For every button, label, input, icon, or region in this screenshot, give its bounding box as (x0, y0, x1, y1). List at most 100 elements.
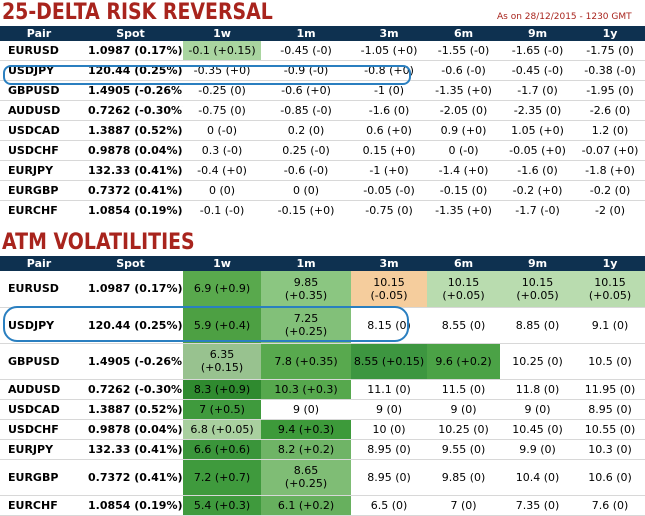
risk-reversal-value-cell: -1 (+0) (351, 160, 427, 181)
atm-vol-col-header: 1y (575, 256, 645, 271)
risk-reversal-value-cell: -2 (0) (594, 204, 626, 217)
atm-vol-row: EURGBP 0.7372 (0.41%) 7.2 (+0.7) 8.65 (+0.25… (0, 459, 645, 496)
risk-reversal-value-cell: -0.45 (-0) (500, 60, 575, 81)
atm-vol-col-header: 6m (427, 256, 500, 271)
risk-reversal-value-cell: -0.2 (0) (575, 180, 645, 201)
risk-reversal-row: EURGBP 0.7372 (0.41%) 0 (0) 0 (0) -0.05 (-0)… (0, 180, 645, 201)
atm-vol-value-cell: 10.15 (+0.05) (575, 271, 645, 308)
atm-vol-col-header: 9m (500, 256, 575, 271)
atm-vol-value-cell: 5.9 (+0.4) (183, 307, 261, 344)
risk-reversal-value-cell: -0.75 (0) (365, 204, 413, 217)
spot-cell: 120.44 (0.25%) (78, 307, 183, 344)
atm-vol-value-line: 10.5 (0) (588, 354, 632, 368)
atm-vol-value-line: 11.1 (0) (367, 382, 411, 396)
risk-reversal-value-cell: -1.6 (0) (500, 160, 575, 181)
atm-vol-row: EURJPY 132.33 (0.41%) 6.6 (+0.6) 8.2 (+0.2)… (0, 439, 645, 460)
risk-reversal-value-cell: -0.9 (-0) (261, 60, 351, 81)
atm-vol-value-line: (+0.05) (588, 288, 632, 302)
atm-vol-value-cell: 11.95 (0) (575, 379, 645, 400)
atm-vol-value-line: 9.85 (0) (441, 470, 486, 484)
atm-vol-value-line: 9 (0) (292, 402, 320, 416)
atm-vol-value-line: 9.85 (293, 275, 319, 289)
risk-reversal-header-row: Pair Spot 1w 1m 3m 6m 9m 1y (0, 26, 645, 41)
spot-cell: 1.0854 (0.19%) (88, 204, 183, 217)
atm-vol-value-line: 10.15 (594, 275, 626, 289)
spot-cell: 0.7262 (-0.30%) (78, 379, 183, 400)
atm-vol-value-cell: 8.55 (0) (427, 307, 500, 344)
atm-vol-value-line: 6.9 (+0.9) (193, 282, 251, 296)
atm-vol-value-line: 10.25 (0) (512, 354, 563, 368)
risk-reversal-value-cell: -0.05 (+0) (500, 140, 575, 161)
atm-vol-value-cell: 8.95 (0) (351, 439, 427, 460)
atm-vol-value-line: 8.2 (+0.2) (277, 442, 335, 456)
risk-reversal-value-cell: -0.75 (0) (183, 100, 261, 121)
risk-reversal-value-cell: -2.05 (0) (427, 100, 500, 121)
risk-reversal-value-cell: 0.2 (0) (261, 120, 351, 141)
risk-reversal-row: EURUSD 1.0987 (0.17%) -0.1 (+0.15) -0.45 (-… (0, 41, 645, 61)
risk-reversal-value-cell: -0.6 (-0) (261, 160, 351, 181)
atm-vol-value-line: 7.8 (+0.35) (274, 354, 338, 368)
atm-vol-value-line: 8.95 (0) (367, 442, 411, 456)
atm-vol-value-cell: 7.25 (+0.25) (261, 307, 351, 344)
atm-vol-row: AUDUSD 0.7262 (-0.30%) 8.3 (+0.9) 10.3 (+0.… (0, 379, 645, 400)
risk-reversal-value-cell: -1.7 (0) (500, 80, 575, 101)
spot-cell: 0.9878 (0.04%) (78, 140, 183, 161)
atm-vol-value-line: (+0.25) (284, 477, 328, 490)
atm-vol-value-cell: 8.65 (+0.25) (261, 459, 351, 496)
atm-vol-value-cell: 10.5 (0) (575, 343, 645, 380)
risk-reversal-value-cell: 0 (0) (261, 180, 351, 201)
atm-vol-value-cell: 8.85 (0) (500, 307, 575, 344)
risk-reversal-col-header: 1y (575, 26, 645, 41)
atm-vol-value-line: 5.9 (+0.4) (193, 318, 251, 332)
risk-reversal-value-cell: 0.3 (-0) (183, 140, 261, 161)
atm-vol-value-cell: 7 (+0.5) (183, 399, 261, 420)
risk-reversal-col-header: 3m (351, 26, 427, 41)
atm-vol-value-line: 10.15 (447, 275, 480, 289)
risk-reversal-value-cell: -1.6 (0) (351, 100, 427, 121)
risk-reversal-table: Pair Spot 1w 1m 3m 6m 9m 1y EURUSD 1.0987 (0.17%… (0, 26, 645, 220)
atm-vol-value-cell: 5.4 (+0.3) (183, 495, 261, 516)
atm-vol-value-line: 5.4 (+0.3) (193, 498, 251, 512)
pair-cell: EURGBP (0, 180, 78, 201)
risk-reversal-col-header: Spot (78, 26, 183, 41)
atm-vol-value-cell: 7.6 (0) (575, 495, 645, 516)
risk-reversal-value-cell: 0 (-0) (427, 140, 500, 161)
risk-reversal-value-cell: -1.35 (+0) (427, 80, 500, 101)
risk-reversal-value-cell: 0.15 (+0) (351, 140, 427, 161)
atm-vol-value-line: (+0.25) (284, 325, 328, 338)
atm-vol-value-line: 8.85 (0) (515, 318, 560, 332)
risk-reversal-col-header: 9m (500, 26, 575, 41)
atm-vol-value-line: 11.8 (0) (515, 382, 560, 396)
atm-vol-value-cell: 10.55 (0) (575, 419, 645, 440)
risk-reversal-value-cell: -0.6 (+0) (261, 80, 351, 101)
atm-vol-value-cell: 9.85 (+0.35) (261, 271, 351, 308)
risk-reversal-value-cell: 0.6 (+0) (351, 120, 427, 141)
pair-cell: EURJPY (0, 439, 78, 460)
atm-vol-value-line: (+0.05) (442, 288, 485, 302)
risk-reversal-row: EURJPY 132.33 (0.41%) -0.4 (+0) -0.6 (-0) -1… (0, 160, 645, 181)
atm-vol-col-header: Pair (0, 256, 78, 271)
risk-reversal-col-header: 1m (261, 26, 351, 41)
atm-vol-value-cell: 8.15 (0) (351, 307, 427, 344)
spot-cell: 132.33 (0.41%) (78, 160, 183, 181)
atm-vol-value-cell: 9.55 (0) (427, 439, 500, 460)
atm-vol-value-cell: 10.6 (0) (575, 459, 645, 496)
risk-reversal-row: EURCHF 1.0854 (0.19%) -0.1 (-0) -0.15 (+0) -… (0, 201, 645, 221)
risk-reversal-value-cell: -1 (0) (351, 80, 427, 101)
risk-reversal-value-cell: -1.05 (+0) (351, 41, 427, 61)
spot-cell: 1.3887 (0.52%) (78, 120, 183, 141)
atm-vol-value-line: 6.35 (209, 348, 235, 361)
risk-reversal-value-cell: 0 (-0) (183, 120, 261, 141)
atm-vol-value-cell: 10.15 (+0.05) (500, 271, 575, 308)
atm-vol-value-line: 9.6 (+0.2) (435, 354, 492, 368)
atm-vol-value-line: 10.3 (+0.3) (274, 382, 338, 396)
atm-vol-value-cell: 9.9 (0) (500, 439, 575, 460)
risk-reversal-value-cell: -1.95 (0) (575, 80, 645, 101)
atm-vol-value-cell: 10.3 (+0.3) (261, 379, 351, 400)
atm-vol-value-cell: 8.95 (0) (351, 459, 427, 496)
atm-vol-value-line: 6.1 (+0.2) (277, 498, 335, 512)
atm-vol-value-line: 8.15 (0) (367, 318, 411, 332)
risk-reversal-value-cell: -1.7 (-0) (515, 204, 560, 217)
atm-vol-value-cell: 10 (0) (351, 419, 427, 440)
atm-vol-value-cell: 9 (0) (261, 399, 351, 420)
